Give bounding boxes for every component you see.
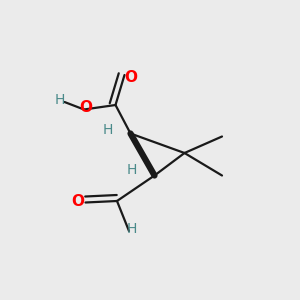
Text: H: H: [103, 124, 113, 137]
Text: O: O: [71, 194, 85, 208]
Text: H: H: [127, 163, 137, 176]
Text: O: O: [79, 100, 92, 115]
Text: H: H: [55, 94, 65, 107]
Text: H: H: [127, 222, 137, 236]
Text: O: O: [124, 70, 137, 86]
